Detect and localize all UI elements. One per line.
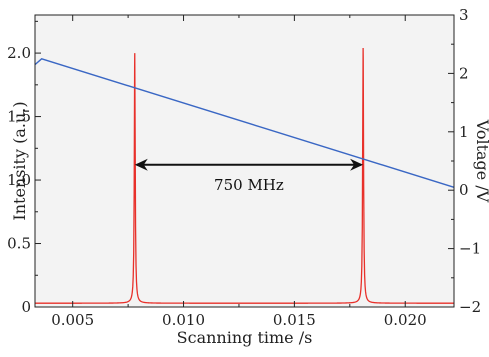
y-right-tick-label: 2 xyxy=(459,64,469,82)
y-left-tick-label: 1.5 xyxy=(7,108,31,126)
intensity-line xyxy=(35,48,454,304)
plot-background xyxy=(35,15,454,307)
voltage-line xyxy=(34,58,455,188)
y-right-tick-label: −2 xyxy=(459,298,481,316)
y-right-axis-title: Voltage /V xyxy=(473,119,489,203)
x-tick-label: 0.015 xyxy=(273,311,316,329)
annotation-label: 750 MHz xyxy=(214,176,284,194)
annotation-arrowhead-left xyxy=(134,158,148,171)
y-right-tick-label: −1 xyxy=(459,240,481,258)
y-left-tick-label: 2.0 xyxy=(7,44,31,62)
x-tick-label: 0.005 xyxy=(51,311,94,329)
y-left-tick-label: 1.0 xyxy=(7,171,31,189)
x-axis-title: Scanning time /s xyxy=(177,328,313,347)
y-right-tick-label: 3 xyxy=(459,6,469,24)
annotation-arrowhead-right xyxy=(350,158,364,171)
y-left-axis-title: Intensity (a.u.) xyxy=(10,101,29,220)
y-left-tick-label: 0 xyxy=(21,298,31,316)
y-right-tick-label: 1 xyxy=(459,123,469,141)
y-right-tick-label: 0 xyxy=(459,181,469,199)
y-left-tick-label: 0.5 xyxy=(7,235,31,253)
x-tick-label: 0.010 xyxy=(162,311,205,329)
x-tick-label: 0.020 xyxy=(384,311,427,329)
